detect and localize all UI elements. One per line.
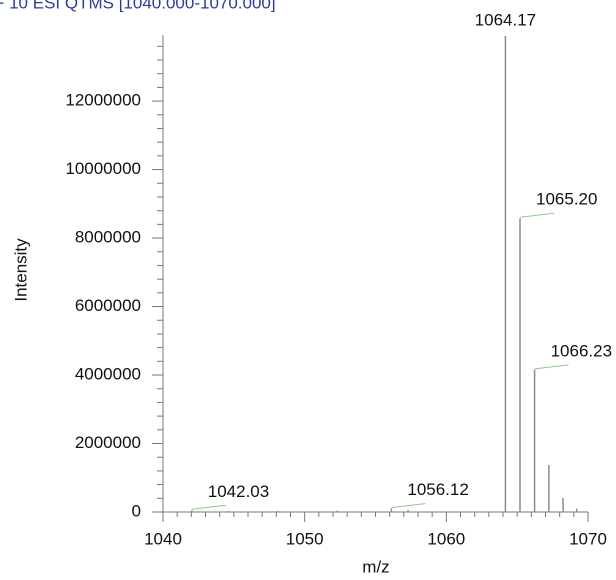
chart-title: F 10 ESI QTMS [1040.000-1070.000] [0,0,276,12]
y-axis-title: Intensity [11,238,30,302]
peak-label: 1064.17 [475,11,536,30]
y-tick-label: 12000000 [65,91,141,110]
peak-label: 1042.03 [208,482,269,501]
leader-line [391,503,426,509]
leader-line [191,504,226,510]
peak-label: 1056.12 [407,480,468,499]
x-tick-label: 1040 [144,529,182,548]
x-axis-title: m/z [362,557,389,576]
peak-label: 1065.20 [536,190,597,209]
y-tick-label: 10000000 [65,159,141,178]
x-tick-label: 1050 [286,529,324,548]
y-tick-label: 0 [132,501,141,520]
y-tick-label: 2000000 [75,433,141,452]
x-tick-label: 1070 [569,529,607,548]
y-tick-label: 8000000 [75,228,141,247]
leader-line [534,364,569,370]
peak-label: 1066.23 [551,341,612,360]
y-tick-label: 6000000 [75,296,141,315]
x-tick-label: 1060 [427,529,465,548]
y-tick-label: 4000000 [75,365,141,384]
leader-line [519,212,555,218]
